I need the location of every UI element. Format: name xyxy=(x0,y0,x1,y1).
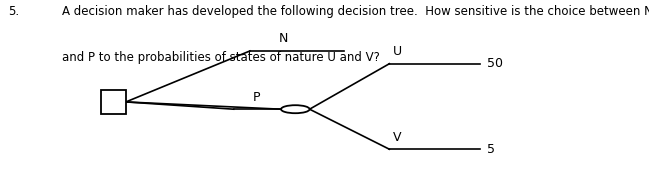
Text: N: N xyxy=(279,33,289,46)
Text: P: P xyxy=(253,91,261,104)
Text: 50: 50 xyxy=(487,57,503,70)
Text: V: V xyxy=(393,131,401,144)
Text: 5: 5 xyxy=(487,143,495,156)
Circle shape xyxy=(281,105,310,113)
Text: 5.: 5. xyxy=(8,5,19,18)
Text: A decision maker has developed the following decision tree.  How sensitive is th: A decision maker has developed the follo… xyxy=(62,5,649,18)
Text: U: U xyxy=(393,45,402,58)
Bar xyxy=(101,90,126,114)
Text: and P to the probabilities of states of nature U and V?: and P to the probabilities of states of … xyxy=(62,51,380,64)
